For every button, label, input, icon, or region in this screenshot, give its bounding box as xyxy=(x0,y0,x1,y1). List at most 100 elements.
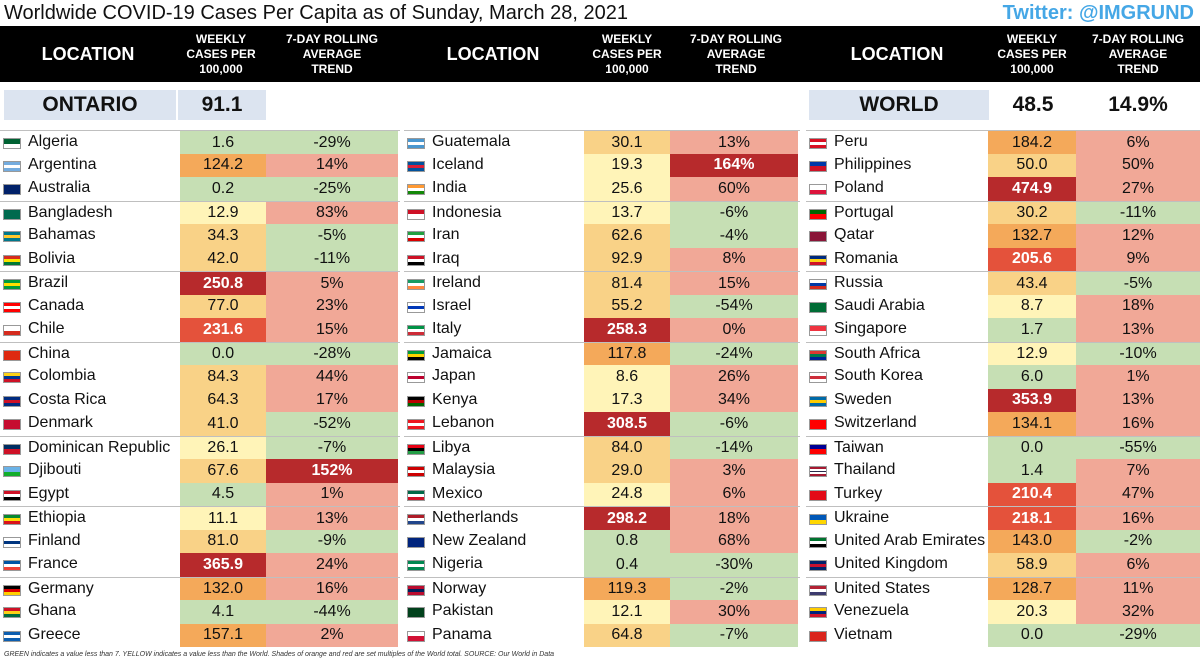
country-name: Thailand xyxy=(834,461,896,478)
table-row: Costa Rica 64.3 17% xyxy=(0,388,400,412)
country-name: Poland xyxy=(834,179,884,196)
country-name: Canada xyxy=(28,296,85,314)
flag-icon xyxy=(407,584,425,596)
country-name: Dominican Republic xyxy=(28,438,171,456)
flag-icon xyxy=(809,419,827,430)
weekly-cases-cell: 43.4 xyxy=(988,272,1076,296)
table-row: India 25.6 60% xyxy=(404,177,800,201)
trend-cell: -52% xyxy=(266,412,398,436)
flag-icon xyxy=(3,419,21,430)
weekly-cases-cell: 132.0 xyxy=(180,577,266,601)
trend-cell: 13% xyxy=(670,131,798,155)
country-name: Iceland xyxy=(432,155,484,173)
weekly-cases-cell: 81.0 xyxy=(180,529,266,553)
weekly-cases-cell: 132.7 xyxy=(988,224,1076,248)
trend-cell: 68% xyxy=(670,529,798,553)
table-row: Netherlands 298.2 18% xyxy=(404,506,800,531)
country-name: Philippines xyxy=(834,155,912,173)
trend-cell: -6% xyxy=(670,201,798,225)
weekly-cases-cell: 26.1 xyxy=(180,436,266,460)
country-name: Taiwan xyxy=(834,438,884,456)
trend-cell: 7% xyxy=(1076,459,1200,483)
weekly-cases-cell: 34.3 xyxy=(180,224,266,248)
flag-icon xyxy=(407,466,425,477)
trend-cell: 23% xyxy=(266,294,398,318)
weekly-cases-cell: 1.6 xyxy=(180,131,266,155)
flag-icon xyxy=(3,584,21,596)
country-name: Bolivia xyxy=(28,249,76,267)
flag-icon xyxy=(3,466,21,477)
weekly-cases-cell: 64.3 xyxy=(180,388,266,412)
header-trend-1: 7-DAY ROLLING AVERAGE TREND xyxy=(285,31,378,76)
trend-cell: 5% xyxy=(266,272,398,296)
table-row: Colombia 84.3 44% xyxy=(0,365,400,389)
world-trend: 14.9% xyxy=(1108,93,1168,116)
table-row: Dominican Republic 26.1 -7% xyxy=(0,435,400,460)
country-name: Russia xyxy=(834,274,883,291)
country-name: Costa Rica xyxy=(28,390,107,408)
trend-cell: 13% xyxy=(1076,318,1200,342)
country-name: Saudi Arabia xyxy=(834,296,925,314)
trend-cell: -14% xyxy=(670,436,798,460)
country-name: Vietnam xyxy=(834,625,893,643)
table-row: Ukraine 218.1 16% xyxy=(806,506,1200,531)
flag-icon xyxy=(3,184,21,195)
country-name: Jamaica xyxy=(432,344,492,362)
country-name: Pakistan xyxy=(432,602,494,619)
weekly-cases-cell: 0.0 xyxy=(988,436,1076,460)
header-location-1: LOCATION xyxy=(41,43,135,64)
weekly-cases-cell: 77.0 xyxy=(180,294,266,318)
weekly-cases-cell: 4.1 xyxy=(180,600,266,624)
flag-icon xyxy=(407,184,425,195)
flag-icon xyxy=(3,607,21,618)
table-row: Italy 258.3 0% xyxy=(404,318,800,342)
trend-cell: -5% xyxy=(266,224,398,248)
flag-icon xyxy=(809,489,827,501)
table-row: United Arab Emirates 143.0 -2% xyxy=(806,529,1200,553)
weekly-cases-cell: 218.1 xyxy=(988,507,1076,531)
trend-cell: -5% xyxy=(1076,272,1200,296)
country-name: Portugal xyxy=(834,203,894,221)
table-row: United Kingdom 58.9 6% xyxy=(806,553,1200,577)
table-row: Libya 84.0 -14% xyxy=(404,435,800,460)
trend-cell: 30% xyxy=(670,600,798,624)
flag-icon xyxy=(407,607,425,618)
weekly-cases-cell: 205.6 xyxy=(988,247,1076,271)
table-row: France 365.9 24% xyxy=(0,553,400,577)
trend-cell: 1% xyxy=(266,482,398,506)
table-row: Algeria 1.6 -29% xyxy=(0,130,400,155)
country-name: Ethiopia xyxy=(28,509,86,526)
country-name: South Africa xyxy=(834,344,921,362)
flag-icon xyxy=(809,584,827,596)
flag-icon xyxy=(3,138,21,149)
ontario-value: 91.1 xyxy=(178,90,266,120)
flag-icon xyxy=(809,560,827,571)
weekly-cases-cell: 0.0 xyxy=(180,342,266,366)
flag-icon xyxy=(407,536,425,548)
header-location-3: LOCATION xyxy=(850,43,944,64)
country-name: Sweden xyxy=(834,390,892,408)
weekly-cases-cell: 42.0 xyxy=(180,247,266,271)
country-name: Israel xyxy=(432,296,472,314)
trend-cell: 13% xyxy=(1076,388,1200,412)
country-name: United Kingdom xyxy=(834,555,948,572)
flag-icon xyxy=(3,231,21,242)
weekly-cases-cell: 12.9 xyxy=(180,201,266,225)
trend-cell: 152% xyxy=(266,459,398,483)
country-name: Peru xyxy=(834,133,868,150)
weekly-cases-cell: 20.3 xyxy=(988,600,1076,624)
table-row: Chile 231.6 15% xyxy=(0,318,400,342)
trend-cell: 15% xyxy=(266,318,398,342)
country-name: New Zealand xyxy=(432,531,527,549)
flag-icon xyxy=(407,279,425,290)
table-row: United States 128.7 11% xyxy=(806,576,1200,601)
trend-cell: -29% xyxy=(266,131,398,155)
trend-cell: 16% xyxy=(266,577,398,601)
weekly-cases-cell: 0.2 xyxy=(180,177,266,201)
table-row: Bolivia 42.0 -11% xyxy=(0,247,400,271)
country-name: Turkey xyxy=(834,484,883,502)
table-row: Portugal 30.2 -11% xyxy=(806,200,1200,225)
flag-icon xyxy=(407,325,425,336)
table-row: Pakistan 12.1 30% xyxy=(404,600,800,624)
flag-icon xyxy=(809,325,827,336)
